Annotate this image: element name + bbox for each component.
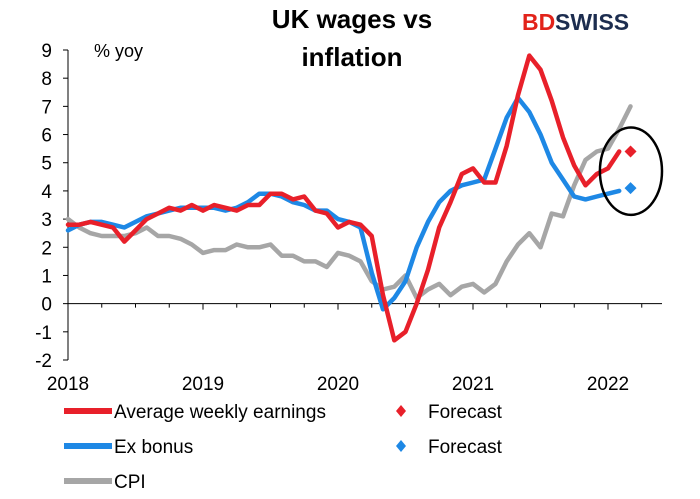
y-tick-label: 2 bbox=[41, 238, 52, 259]
plot-area bbox=[65, 53, 664, 343]
y-tick-label: 9 bbox=[41, 41, 52, 62]
legend-label-forecast-ex-bonus: Forecast bbox=[428, 437, 503, 458]
y-tick-label: 6 bbox=[41, 126, 52, 147]
x-tick-label: 2018 bbox=[47, 374, 89, 395]
y-tick-label: 5 bbox=[41, 154, 52, 175]
y-tick-label: 7 bbox=[41, 97, 52, 118]
legend-label-forecast-earnings: Forecast bbox=[428, 402, 503, 423]
y-tick-label: 3 bbox=[41, 210, 52, 231]
x-tick-label: 2022 bbox=[587, 374, 629, 395]
legend-label-average-weekly-earnings: Average weekly earnings bbox=[114, 402, 326, 423]
forecast-highlight-ellipse bbox=[598, 126, 664, 217]
x-tick-label: 2019 bbox=[182, 374, 224, 395]
y-tick-label: 0 bbox=[41, 295, 52, 316]
legend-label-cpi: CPI bbox=[114, 472, 146, 493]
axes: -2 -1 0 1 2 3 4 5 6 7 8 9 2018 2019 2020 2021 2022 bbox=[35, 41, 662, 395]
y-tick-label: 8 bbox=[41, 69, 52, 90]
x-tick-label: 2020 bbox=[317, 374, 359, 395]
y-tick-label: -1 bbox=[35, 323, 52, 344]
chart-title-line-1: UK wages vs bbox=[272, 4, 432, 34]
brand-logo-swiss: SWISS bbox=[555, 9, 629, 35]
y-tick-label: -2 bbox=[35, 351, 52, 372]
y-tick-label: 1 bbox=[41, 266, 52, 287]
x-tick-label: 2021 bbox=[452, 374, 494, 395]
chart-title-line-2: inflation bbox=[301, 42, 402, 72]
forecast-marker-average-weekly-earnings bbox=[624, 145, 637, 158]
series-line-cpi bbox=[65, 104, 633, 301]
legend-label-ex-bonus: Ex bonus bbox=[114, 437, 193, 458]
brand-logo-bd: BD bbox=[522, 9, 555, 35]
series-line-average-weekly-earnings bbox=[65, 53, 622, 343]
brand-logo: BD SWISS bbox=[522, 9, 629, 35]
legend-forecast-marker-ex-bonus bbox=[396, 440, 406, 452]
forecast-marker-ex-bonus bbox=[624, 182, 637, 195]
series-line-ex-bonus bbox=[65, 95, 622, 312]
y-tick-label: 4 bbox=[41, 182, 52, 203]
legend-forecast-marker-earnings bbox=[396, 405, 406, 417]
y-unit-label: % yoy bbox=[94, 41, 143, 61]
legend: Average weekly earnings Forecast Ex bonu… bbox=[64, 402, 503, 493]
